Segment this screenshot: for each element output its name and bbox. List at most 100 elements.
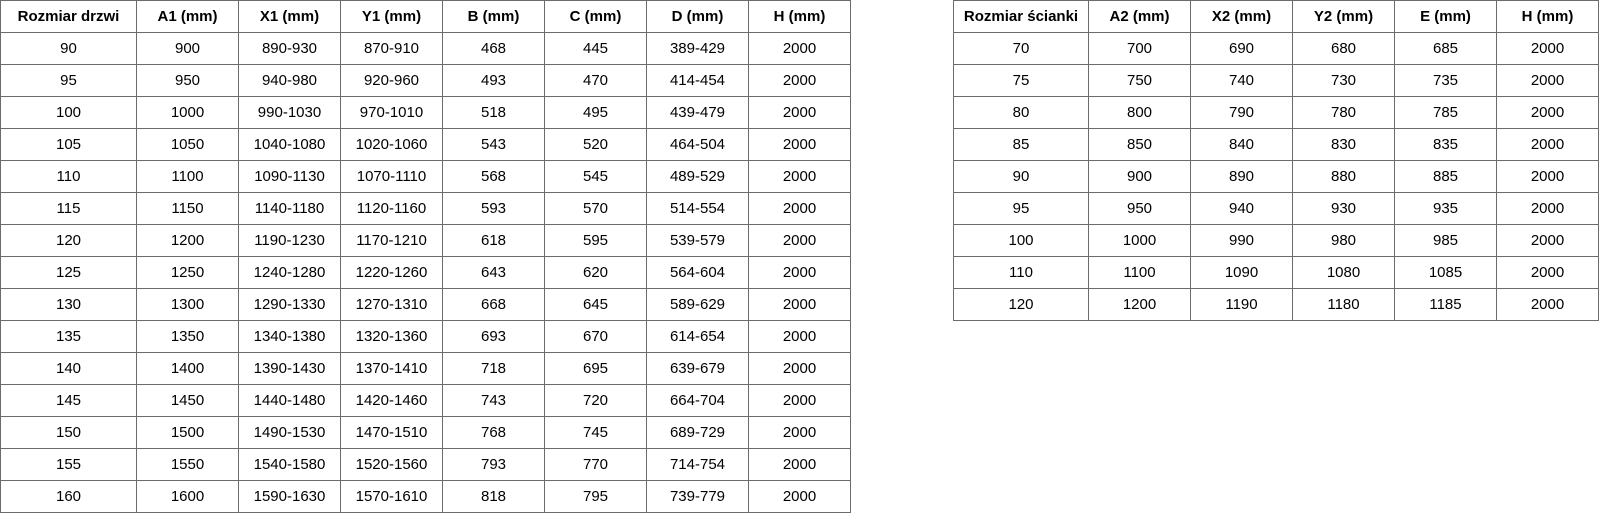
- table-cell: 685: [1394, 32, 1497, 65]
- table-cell: 795: [544, 480, 647, 513]
- table-cell: 900: [136, 32, 239, 65]
- table-cell: 1180: [1292, 288, 1395, 321]
- table-cell: 730: [1292, 64, 1395, 97]
- wall-size-table: Rozmiar ścianki A2 (mm) X2 (mm) Y2 (mm) E (m…: [953, 0, 1599, 321]
- table-cell: 439-479: [646, 96, 749, 129]
- table-cell: 2000: [748, 448, 851, 481]
- table-cell: 145: [0, 384, 137, 417]
- table-row: 90 900 890-930 870-910 468 445 389-429 2000: [0, 32, 851, 65]
- table-cell: 1185: [1394, 288, 1497, 321]
- table-cell: 1150: [136, 192, 239, 225]
- table-cell: 2000: [1496, 288, 1599, 321]
- table-cell: 543: [442, 128, 545, 161]
- table-cell: 668: [442, 288, 545, 321]
- table-row: 75 750 740 730 735 2000: [953, 64, 1599, 97]
- table-cell: 1170-1210: [340, 224, 443, 257]
- table-row: 130 1300 1290-1330 1270-1310 668 645 589-629 20…: [0, 288, 851, 321]
- table-cell: 700: [1088, 32, 1191, 65]
- table-cell: 493: [442, 64, 545, 97]
- table-cell: 639-679: [646, 352, 749, 385]
- table-cell: 2000: [748, 480, 851, 513]
- table-cell: 1600: [136, 480, 239, 513]
- table-cell: 135: [0, 320, 137, 353]
- table-cell: 1340-1380: [238, 320, 341, 353]
- table-cell: 2000: [748, 352, 851, 385]
- table-cell: 714-754: [646, 448, 749, 481]
- table-cell: 790: [1190, 96, 1293, 129]
- table-cell: 389-429: [646, 32, 749, 65]
- table-cell: 1290-1330: [238, 288, 341, 321]
- table-cell: 718: [442, 352, 545, 385]
- table-cell: 160: [0, 480, 137, 513]
- table-cell: 1100: [1088, 256, 1191, 289]
- table-cell: 1550: [136, 448, 239, 481]
- table-cell: 940: [1190, 192, 1293, 225]
- table-cell: 1270-1310: [340, 288, 443, 321]
- table-cell: 150: [0, 416, 137, 449]
- table-cell: 835: [1394, 128, 1497, 161]
- table-cell: 1090-1130: [238, 160, 341, 193]
- table-cell: 70: [953, 32, 1089, 65]
- table-row: 120 1200 1190 1180 1185 2000: [953, 288, 1599, 321]
- column-header: E (mm): [1394, 0, 1497, 33]
- table-cell: 1350: [136, 320, 239, 353]
- table-row: 150 1500 1490-1530 1470-1510 768 745 689-729 20…: [0, 416, 851, 449]
- door-size-table: Rozmiar drzwi A1 (mm) X1 (mm) Y1 (mm) B (mm)…: [0, 0, 851, 513]
- table-cell: 105: [0, 128, 137, 161]
- table-header-row: Rozmiar drzwi A1 (mm) X1 (mm) Y1 (mm) B (mm)…: [0, 0, 851, 33]
- table-cell: 570: [544, 192, 647, 225]
- table-cell: 100: [953, 224, 1089, 257]
- column-header: B (mm): [442, 0, 545, 33]
- table-cell: 120: [0, 224, 137, 257]
- table-cell: 643: [442, 256, 545, 289]
- table-cell: 110: [0, 160, 137, 193]
- table-cell: 768: [442, 416, 545, 449]
- table-row: 155 1550 1540-1580 1520-1560 793 770 714-754 20…: [0, 448, 851, 481]
- table-cell: 1000: [1088, 224, 1191, 257]
- table-cell: 2000: [1496, 256, 1599, 289]
- table-cell: 900: [1088, 160, 1191, 193]
- table-cell: 155: [0, 448, 137, 481]
- table-cell: 645: [544, 288, 647, 321]
- table-cell: 140: [0, 352, 137, 385]
- table-cell: 1190: [1190, 288, 1293, 321]
- table-cell: 90: [953, 160, 1089, 193]
- column-header: X2 (mm): [1190, 0, 1293, 33]
- table-cell: 680: [1292, 32, 1395, 65]
- column-header: C (mm): [544, 0, 647, 33]
- table-cell: 2000: [748, 128, 851, 161]
- table-cell: 743: [442, 384, 545, 417]
- table-cell: 2000: [748, 288, 851, 321]
- table-row: 125 1250 1240-1280 1220-1260 643 620 564-604 20…: [0, 256, 851, 289]
- table-cell: 1085: [1394, 256, 1497, 289]
- column-header: D (mm): [646, 0, 749, 33]
- table-cell: 1320-1360: [340, 320, 443, 353]
- table-cell: 1120-1160: [340, 192, 443, 225]
- table-cell: 1250: [136, 256, 239, 289]
- table-cell: 940-980: [238, 64, 341, 97]
- table-cell: 614-654: [646, 320, 749, 353]
- table-row: 90 900 890 880 885 2000: [953, 160, 1599, 193]
- table-cell: 735: [1394, 64, 1497, 97]
- table-row: 100 1000 990 980 985 2000: [953, 224, 1599, 257]
- table-cell: 1400: [136, 352, 239, 385]
- table-cell: 870-910: [340, 32, 443, 65]
- table-cell: 618: [442, 224, 545, 257]
- table-cell: 2000: [748, 160, 851, 193]
- column-header: Rozmiar drzwi: [0, 0, 137, 33]
- table-cell: 1080: [1292, 256, 1395, 289]
- table-cell: 745: [544, 416, 647, 449]
- table-cell: 985: [1394, 224, 1497, 257]
- table-cell: 818: [442, 480, 545, 513]
- table-cell: 740: [1190, 64, 1293, 97]
- table-cell: 935: [1394, 192, 1497, 225]
- table-cell: 2000: [748, 384, 851, 417]
- table-cell: 1420-1460: [340, 384, 443, 417]
- table-cell: 2000: [748, 416, 851, 449]
- table-cell: 593: [442, 192, 545, 225]
- table-cell: 930: [1292, 192, 1395, 225]
- table-cell: 2000: [748, 320, 851, 353]
- table-cell: 2000: [1496, 192, 1599, 225]
- table-cell: 595: [544, 224, 647, 257]
- table-cell: 100: [0, 96, 137, 129]
